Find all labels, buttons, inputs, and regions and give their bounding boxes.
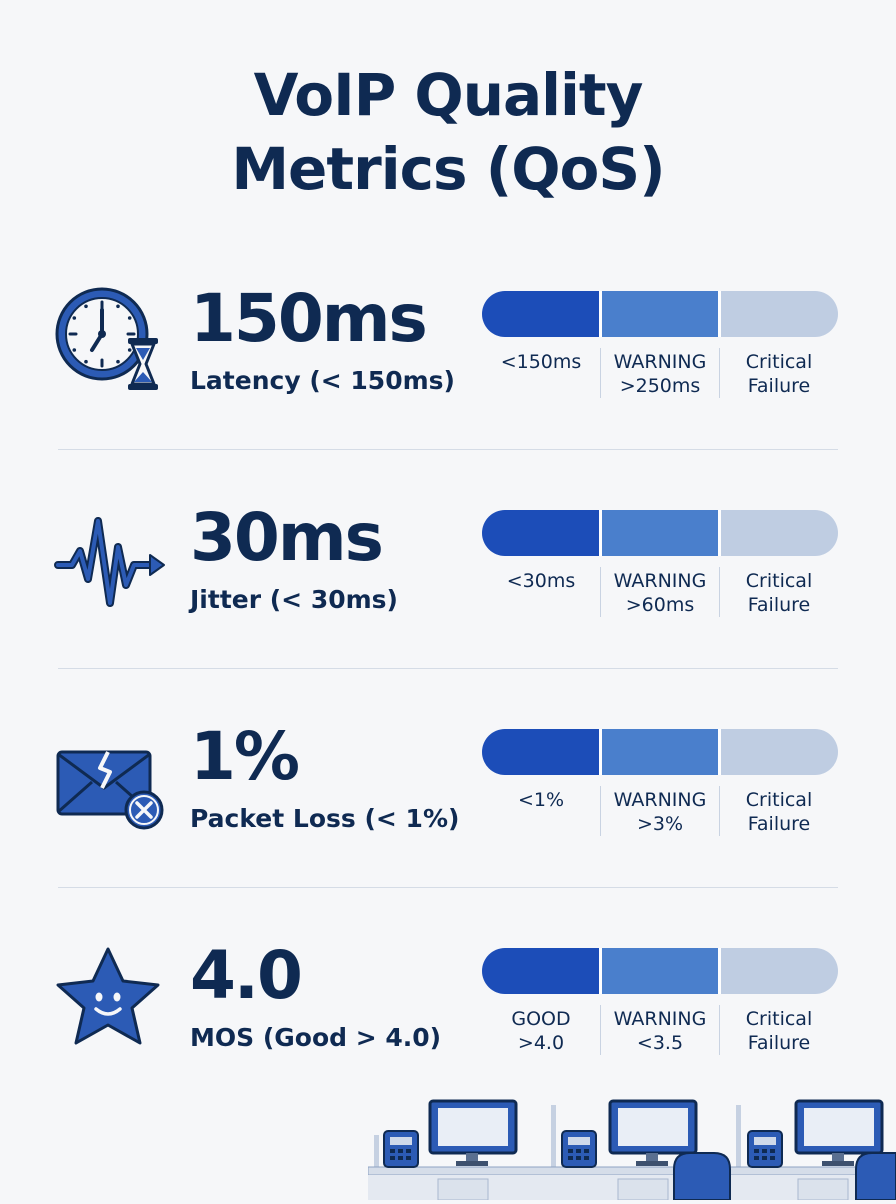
row-divider xyxy=(58,668,838,669)
scale-critical-label: Critical Failure xyxy=(719,1005,838,1055)
packet-loss-value: 1% xyxy=(190,718,300,795)
scale-critical-segment xyxy=(718,948,838,994)
row-divider xyxy=(58,887,838,888)
scale-good-segment xyxy=(482,948,599,994)
jitter-value: 30ms xyxy=(190,499,384,576)
row-divider xyxy=(58,449,838,450)
title-line-2: Metrics (QoS) xyxy=(231,135,665,203)
scale-critical-segment xyxy=(718,729,838,775)
latency-value: 150ms xyxy=(190,280,428,357)
scale-good-segment xyxy=(482,729,599,775)
scale-good-label: <30ms xyxy=(506,570,576,592)
scale-warning-segment xyxy=(598,948,719,994)
packet-loss-scale-labels: <1% WARNING >3% Critical Failure xyxy=(482,786,838,836)
metric-row-packet-loss: 1% Packet Loss (< 1%) <1% WARNING >3% Cr… xyxy=(0,720,896,940)
packet-loss-scale-bar xyxy=(482,729,838,775)
scale-critical-label: Critical Failure xyxy=(719,786,838,836)
clock-hourglass-icon xyxy=(52,282,172,402)
scale-critical-label: Critical Failure xyxy=(719,348,838,398)
scale-critical-segment xyxy=(718,510,838,556)
jitter-scale-bar xyxy=(482,510,838,556)
mos-scale-bar xyxy=(482,948,838,994)
jitter-scale-labels: <30ms WARNING >60ms Critical Failure xyxy=(482,567,838,617)
metric-row-mos: 4.0 MOS (Good > 4.0) GOOD >4.0 WARNING <… xyxy=(0,939,896,1159)
title-line-1: VoIP Quality xyxy=(253,61,644,129)
office-desks-illustration xyxy=(367,1095,896,1201)
scale-warning-segment xyxy=(598,729,719,775)
scale-warning-segment xyxy=(598,510,719,556)
scale-warning-label: WARNING >250ms xyxy=(600,348,719,398)
scale-warning-label: WARNING >3% xyxy=(600,786,719,836)
latency-scale-bar xyxy=(482,291,838,337)
scale-warning-label: WARNING <3.5 xyxy=(600,1005,719,1055)
smiling-star-icon xyxy=(52,943,172,1063)
page-title: VoIP Quality Metrics (QoS) xyxy=(0,58,896,206)
metric-row-latency: 150ms Latency (< 150ms) <150ms WARNING >… xyxy=(0,282,896,502)
scale-good-label: <1% xyxy=(517,789,565,811)
latency-label: Latency (< 150ms) xyxy=(190,366,455,395)
scale-critical-segment xyxy=(718,291,838,337)
mos-scale-labels: GOOD >4.0 WARNING <3.5 Critical Failure xyxy=(482,1005,838,1055)
scale-good-label: GOOD >4.0 xyxy=(511,1008,571,1054)
scale-critical-label: Critical Failure xyxy=(719,567,838,617)
mos-value: 4.0 xyxy=(190,937,303,1014)
jitter-label: Jitter (< 30ms) xyxy=(190,585,398,614)
mos-label: MOS (Good > 4.0) xyxy=(190,1023,442,1052)
waveform-arrow-icon xyxy=(52,507,172,627)
broken-envelope-icon xyxy=(52,730,172,850)
metric-row-jitter: 30ms Jitter (< 30ms) <30ms WARNING >60ms… xyxy=(0,501,896,721)
scale-warning-label: WARNING >60ms xyxy=(600,567,719,617)
latency-scale-labels: <150ms WARNING >250ms Critical Failure xyxy=(482,348,838,398)
scale-good-segment xyxy=(482,510,599,556)
scale-warning-segment xyxy=(598,291,719,337)
packet-loss-label: Packet Loss (< 1%) xyxy=(190,804,460,833)
scale-good-segment xyxy=(482,291,599,337)
scale-good-label: <150ms xyxy=(500,351,582,373)
